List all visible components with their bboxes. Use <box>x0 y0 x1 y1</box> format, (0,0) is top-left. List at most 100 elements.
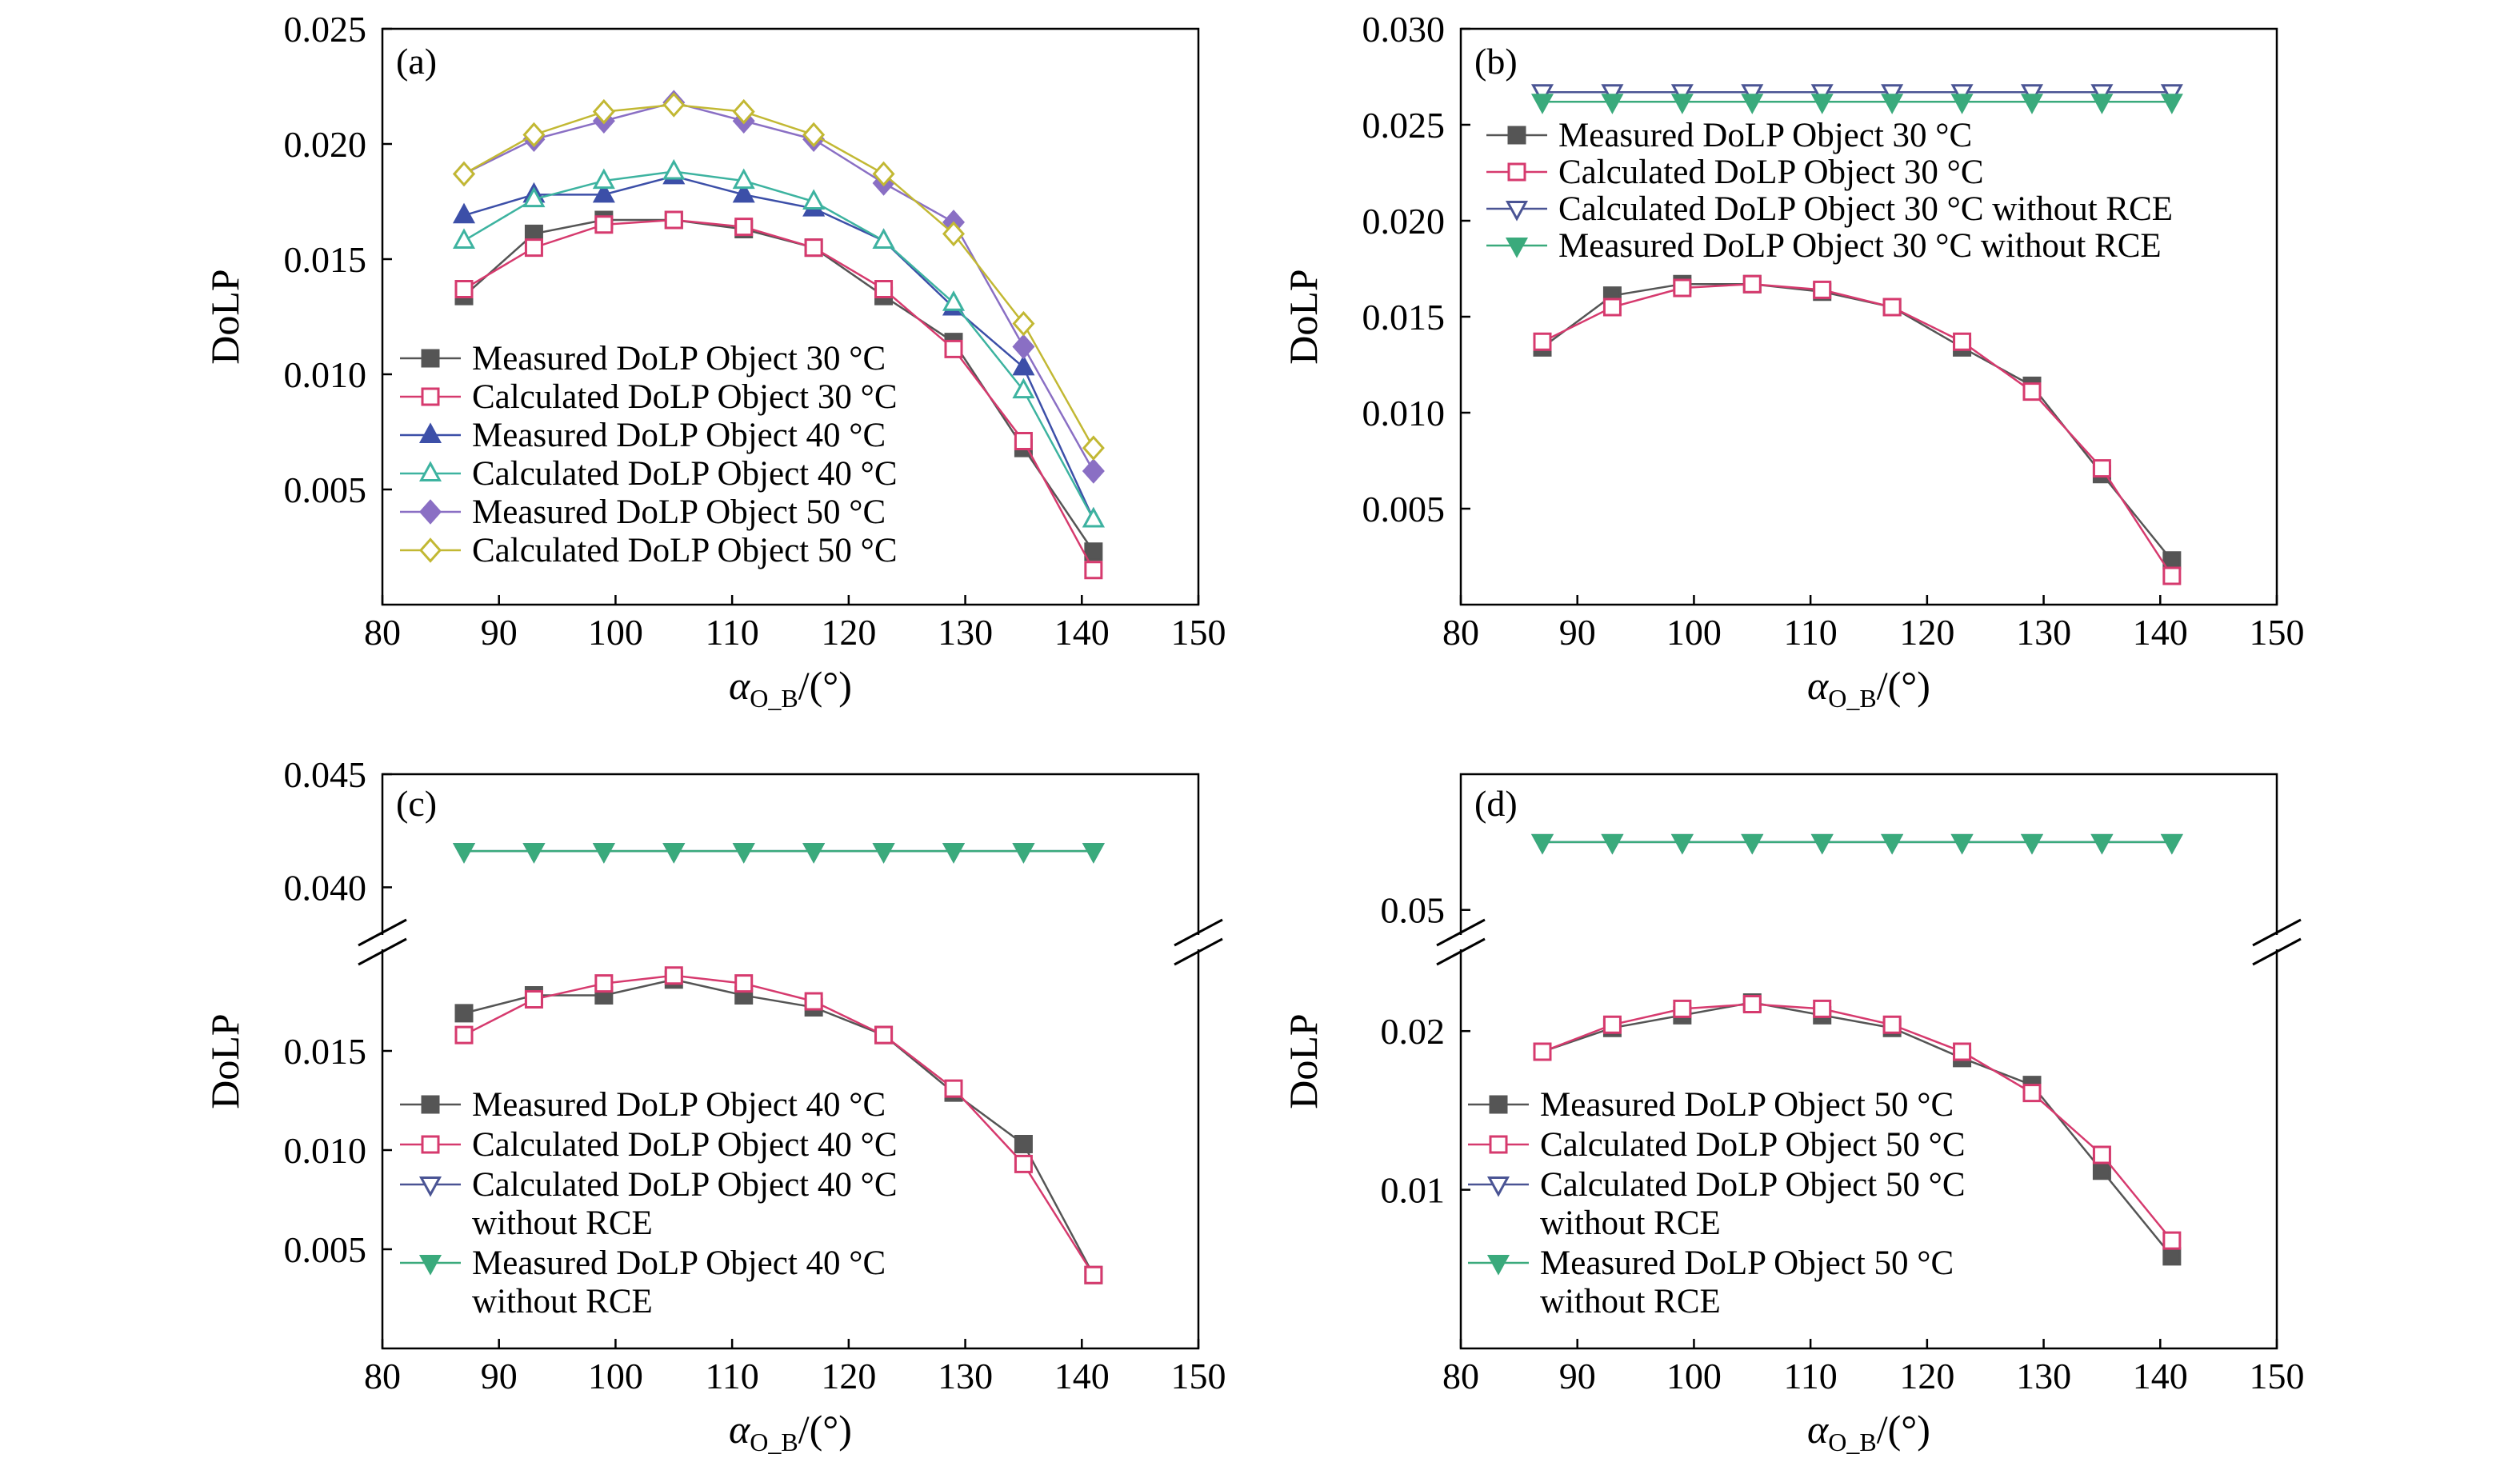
data-point <box>2022 382 2042 401</box>
data-point <box>874 1025 894 1045</box>
x-tick-label: 90 <box>1559 1356 1596 1396</box>
data-point <box>732 98 755 125</box>
legend-label: Calculated DoLP Object 30 °C without RCE <box>1558 190 2173 228</box>
x-axis-title-unit: /(°) <box>1877 1407 1930 1452</box>
y-tick-label: 0.005 <box>284 469 367 510</box>
y-tick-label: 0.020 <box>1362 201 1446 242</box>
legend-label-line2: without RCE <box>472 1204 653 1242</box>
x-axis-title-symbol: α <box>1807 1407 1830 1452</box>
data-point <box>2092 459 2111 478</box>
legend-marker <box>418 461 442 481</box>
series-1 <box>454 966 1103 1284</box>
data-point <box>454 279 474 298</box>
legend-label: Calculated DoLP Object 40 °C <box>472 1166 898 1204</box>
x-tick-label: 110 <box>1783 1356 1837 1396</box>
y-tick-label: 0.05 <box>1381 890 1446 931</box>
legend: Measured DoLP Object 50 °C Calculated DoL… <box>1468 1086 1966 1320</box>
series-line <box>463 175 1094 520</box>
y-tick-label: 0.010 <box>284 1130 367 1171</box>
x-tick-label: 130 <box>938 1356 993 1396</box>
y-axis-title: DoLP <box>202 269 247 364</box>
legend-marker <box>421 387 440 406</box>
y-tick-label: 0.02 <box>1381 1011 1446 1052</box>
data-point <box>454 1025 474 1045</box>
data-point <box>2160 94 2183 114</box>
data-point <box>872 228 895 249</box>
axis-break-mark <box>1436 937 1486 966</box>
data-point <box>1082 435 1105 461</box>
series-3 <box>1530 94 2183 114</box>
series-1 <box>1533 274 2182 585</box>
series-line <box>463 978 1094 1276</box>
legend-marker <box>418 499 442 525</box>
y-tick-label: 0.025 <box>1362 105 1446 146</box>
data-point <box>2162 1247 2182 1266</box>
legend-label: Measured DoLP Object 50 °C <box>1540 1244 1954 1282</box>
legend-marker <box>1505 201 1529 222</box>
data-point <box>944 1079 963 1098</box>
legend-label: Calculated DoLP Object 50 °C <box>472 532 898 569</box>
x-tick-label: 100 <box>588 612 643 653</box>
data-point <box>1882 1015 1902 1034</box>
axis-break-gap <box>2272 935 2282 949</box>
chart-panel-c: 80 90 100 110 120 130 140 150 0.005 0.010 0.015 0.0… <box>202 754 1226 1456</box>
data-point <box>802 122 826 148</box>
x-tick-label: 120 <box>821 1356 876 1396</box>
data-point <box>1953 332 1972 351</box>
data-point <box>1742 994 1762 1013</box>
data-point <box>522 122 546 148</box>
series-line <box>463 170 1094 521</box>
data-point <box>522 186 546 208</box>
x-tick-label: 130 <box>2016 1356 2071 1396</box>
y-tick-label: 0.025 <box>284 9 367 50</box>
x-tick-label: 140 <box>1054 612 1110 653</box>
legend-marker <box>1507 162 1526 182</box>
x-axis-title-subscript: O_B <box>1828 1428 1876 1456</box>
x-tick-label: 130 <box>2016 612 2071 653</box>
legend-marker <box>421 349 440 368</box>
x-tick-label: 140 <box>2133 612 2188 653</box>
data-point <box>1673 278 1692 298</box>
panel-label: (c) <box>396 783 437 824</box>
data-point <box>452 161 476 187</box>
legend-label: Calculated DoLP Object 50 °C <box>1540 1126 1966 1164</box>
data-point <box>1084 1265 1103 1284</box>
data-point <box>662 158 686 180</box>
y-tick-label: 0.01 <box>1381 1170 1446 1211</box>
data-point <box>802 189 826 210</box>
legend-label: Measured DoLP Object 30 °C <box>1558 117 1972 154</box>
x-tick-label: 150 <box>2250 612 2305 653</box>
data-point <box>1673 999 1692 1018</box>
data-point <box>2090 94 2114 114</box>
legend-label: Calculated DoLP Object 30 °C <box>1558 154 1984 191</box>
axis-break-mark <box>1174 937 1223 966</box>
data-point <box>664 966 683 985</box>
data-point <box>522 843 546 864</box>
y-tick-label: 0.020 <box>284 124 367 165</box>
data-point <box>2020 94 2044 114</box>
panel-label: (d) <box>1474 783 1518 824</box>
data-point <box>1813 280 1832 299</box>
axis-break-gap <box>1456 935 1466 949</box>
data-point <box>1602 1015 1622 1034</box>
data-point <box>1950 833 1974 855</box>
data-point <box>804 238 823 258</box>
chart-panel-b: 80 90 100 110 120 130 140 150 0.005 0.010 0.015 0.0… <box>1281 9 2305 713</box>
y-tick-label: 0.005 <box>1362 489 1446 529</box>
legend-marker <box>1486 1176 1510 1197</box>
legend-label-line2: without RCE <box>1540 1204 1721 1242</box>
x-axis-title-subscript: O_B <box>1828 684 1876 713</box>
legend-marker <box>421 1135 440 1154</box>
data-point <box>1014 1135 1033 1154</box>
data-point <box>1082 506 1105 528</box>
plot-frame <box>381 773 1200 1350</box>
x-tick-label: 110 <box>1783 612 1837 653</box>
x-tick-label: 90 <box>1559 612 1596 653</box>
x-tick-label: 150 <box>2250 1356 2305 1396</box>
data-point <box>1014 432 1033 451</box>
x-tick-label: 120 <box>1899 1356 1954 1396</box>
panel-label: (a) <box>396 41 437 82</box>
data-point <box>1533 332 1552 351</box>
data-point <box>662 92 686 118</box>
